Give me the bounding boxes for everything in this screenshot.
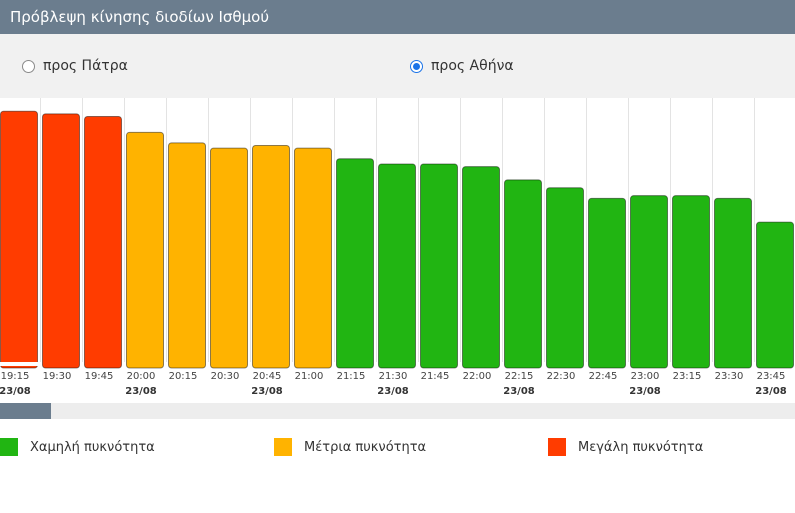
chart-bar-2200[interactable] bbox=[462, 166, 500, 369]
chart-bar-2315[interactable] bbox=[672, 195, 710, 369]
x-tick-label: 21:30 bbox=[379, 371, 408, 382]
page-title: Πρόβλεψη κίνησης διοδίων Ισθμού bbox=[0, 0, 795, 34]
chart-scrollbar[interactable] bbox=[0, 403, 795, 419]
chart-bar-2230[interactable] bbox=[546, 187, 584, 369]
x-tick-label: 19:30 bbox=[43, 371, 72, 382]
x-tick-label: 23:30 bbox=[715, 371, 744, 382]
x-tick-label: 22:00 bbox=[463, 371, 492, 382]
legend-item-high: Μεγάλη πυκνότητα bbox=[548, 438, 703, 456]
chart-bar-2215[interactable] bbox=[504, 179, 542, 369]
chart-bar-2000[interactable] bbox=[126, 131, 164, 369]
chart-bar-2115[interactable] bbox=[336, 158, 374, 369]
chart-bar-2345[interactable] bbox=[756, 221, 794, 369]
chart-bar-2030[interactable] bbox=[210, 147, 248, 369]
x-tick-label: 22:30 bbox=[547, 371, 576, 382]
scrollbar-thumb[interactable] bbox=[0, 403, 51, 419]
radio-option-patra[interactable]: προς Πάτρα bbox=[22, 57, 128, 75]
legend-item-medium: Μέτρια πυκνότητα bbox=[274, 438, 426, 456]
x-tick-label: 20:15 bbox=[169, 371, 198, 382]
chart-bar-2330[interactable] bbox=[714, 197, 752, 369]
x-tick-label: 23:45 bbox=[757, 371, 786, 382]
x-date-label: 23/08 bbox=[0, 386, 31, 397]
x-tick-label: 22:45 bbox=[589, 371, 618, 382]
legend-label-medium: Μέτρια πυκνότητα bbox=[304, 439, 427, 455]
x-tick-label: 20:00 bbox=[127, 371, 156, 382]
radio-option-athina[interactable]: προς Αθήνα bbox=[410, 57, 514, 75]
chart-bar-1945[interactable] bbox=[84, 115, 122, 369]
radio-label-athina: προς Αθήνα bbox=[431, 58, 514, 74]
x-date-label: 23/08 bbox=[755, 386, 787, 397]
x-tick-label: 22:15 bbox=[505, 371, 534, 382]
x-date-label: 23/08 bbox=[629, 386, 661, 397]
radio-button-athina[interactable] bbox=[410, 59, 423, 73]
x-tick-label: 23:15 bbox=[673, 371, 702, 382]
x-tick-label: 21:45 bbox=[421, 371, 450, 382]
chart-bar-2045[interactable] bbox=[252, 145, 290, 369]
x-tick-label: 21:15 bbox=[337, 371, 366, 382]
x-date-label: 23/08 bbox=[503, 386, 535, 397]
traffic-forecast-chart: 19:15 23/08 19:30 19:45 20:00 23/08 20:15 20:30… bbox=[0, 98, 795, 403]
legend-swatch-medium bbox=[274, 438, 292, 456]
radio-label-patra: προς Πάτρα bbox=[43, 58, 128, 74]
x-date-label: 23/08 bbox=[377, 386, 409, 397]
chart-svg: 19:15 23/08 19:30 19:45 20:00 23/08 20:15 20:30… bbox=[0, 98, 795, 397]
legend: Χαμηλή πυκνότητα Μέτρια πυκνότητα Μεγάλη… bbox=[0, 438, 795, 462]
chart-bar-2130[interactable] bbox=[378, 163, 416, 369]
x-tick-label: 23:00 bbox=[631, 371, 660, 382]
chart-bar-1915[interactable] bbox=[0, 110, 38, 369]
x-tick-label: 21:00 bbox=[295, 371, 324, 382]
chart-bar-2300[interactable] bbox=[630, 195, 668, 369]
direction-selector: προς Πάτρα προς Αθήνα bbox=[0, 34, 795, 98]
x-date-label: 23/08 bbox=[251, 386, 283, 397]
chart-bar-2015[interactable] bbox=[168, 142, 206, 369]
x-date-label: 23/08 bbox=[125, 386, 157, 397]
chart-bar-2245[interactable] bbox=[588, 197, 626, 369]
legend-item-low: Χαμηλή πυκνότητα bbox=[0, 438, 155, 456]
x-tick-label: 19:15 bbox=[1, 371, 30, 382]
legend-label-high: Μεγάλη πυκνότητα bbox=[578, 439, 704, 455]
legend-swatch-low bbox=[0, 438, 18, 456]
legend-label-low: Χαμηλή πυκνότητα bbox=[30, 439, 155, 455]
x-tick-label: 19:45 bbox=[85, 371, 114, 382]
chart-bar-1930[interactable] bbox=[42, 113, 80, 369]
x-tick-label: 20:30 bbox=[211, 371, 240, 382]
chart-bar-2100[interactable] bbox=[294, 147, 332, 369]
chart-bar-2145[interactable] bbox=[420, 163, 458, 369]
radio-button-patra[interactable] bbox=[22, 59, 35, 73]
x-tick-label: 20:45 bbox=[253, 371, 282, 382]
legend-swatch-high bbox=[548, 438, 566, 456]
